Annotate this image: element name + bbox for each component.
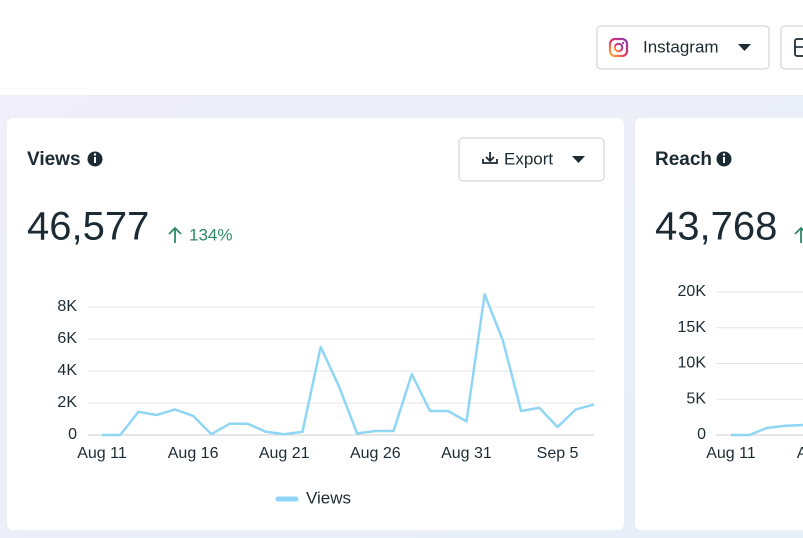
y-tick-label: 0 xyxy=(68,426,77,443)
reach-card xyxy=(635,118,803,530)
legend-label: Views xyxy=(306,488,351,507)
y-tick-label: 20K xyxy=(678,283,707,300)
info-icon[interactable] xyxy=(716,151,732,167)
x-tick-label: Aug 21 xyxy=(259,445,310,462)
up-arrow xyxy=(168,226,182,243)
card-title: Views xyxy=(27,149,81,170)
chart: 0 5K 10K 15K 20K Aug 11 Aug 16 xyxy=(678,283,803,462)
y-tick-label: 4K xyxy=(57,362,77,379)
views-card xyxy=(7,118,624,530)
total-value: 46,577 xyxy=(27,205,149,249)
chart: 0 2K 4K 6K 8K Aug 11 Aug 16 Aug 21 Aug 26 Aug 31 S… xyxy=(57,292,595,507)
layout-button[interactable] xyxy=(780,25,803,70)
info-icon[interactable] xyxy=(87,151,103,167)
x-tick-label: Aug 16 xyxy=(168,445,219,462)
change-value: 134% xyxy=(189,225,232,244)
x-tick-label: Aug 26 xyxy=(350,445,401,462)
x-tick-label: Aug 16 xyxy=(797,445,803,462)
line-series xyxy=(102,292,595,437)
x-tick-label: Aug 31 xyxy=(441,445,492,462)
card-title: Reach xyxy=(655,149,712,170)
x-tick-label: Sep 5 xyxy=(537,445,579,462)
y-tick-label: 8K xyxy=(57,298,77,315)
y-tick-label: 10K xyxy=(678,355,707,372)
y-tick-label: 0 xyxy=(697,426,706,443)
platform-label: Instagram xyxy=(643,37,719,56)
y-tick-label: 5K xyxy=(686,390,706,407)
export-label: Export xyxy=(504,149,553,168)
x-tick-label: Aug 11 xyxy=(77,445,127,462)
y-tick-label: 15K xyxy=(678,319,707,336)
y-tick-label: 2K xyxy=(57,394,77,411)
total-value: 43,768 xyxy=(655,205,777,249)
x-tick-label: Aug 11 xyxy=(706,445,756,462)
y-tick-label: 6K xyxy=(57,330,77,347)
platform-dropdown[interactable]: Instagram xyxy=(596,25,770,70)
line-series xyxy=(731,423,803,437)
export-button[interactable]: Export xyxy=(458,137,605,182)
up-arrow xyxy=(794,226,803,243)
